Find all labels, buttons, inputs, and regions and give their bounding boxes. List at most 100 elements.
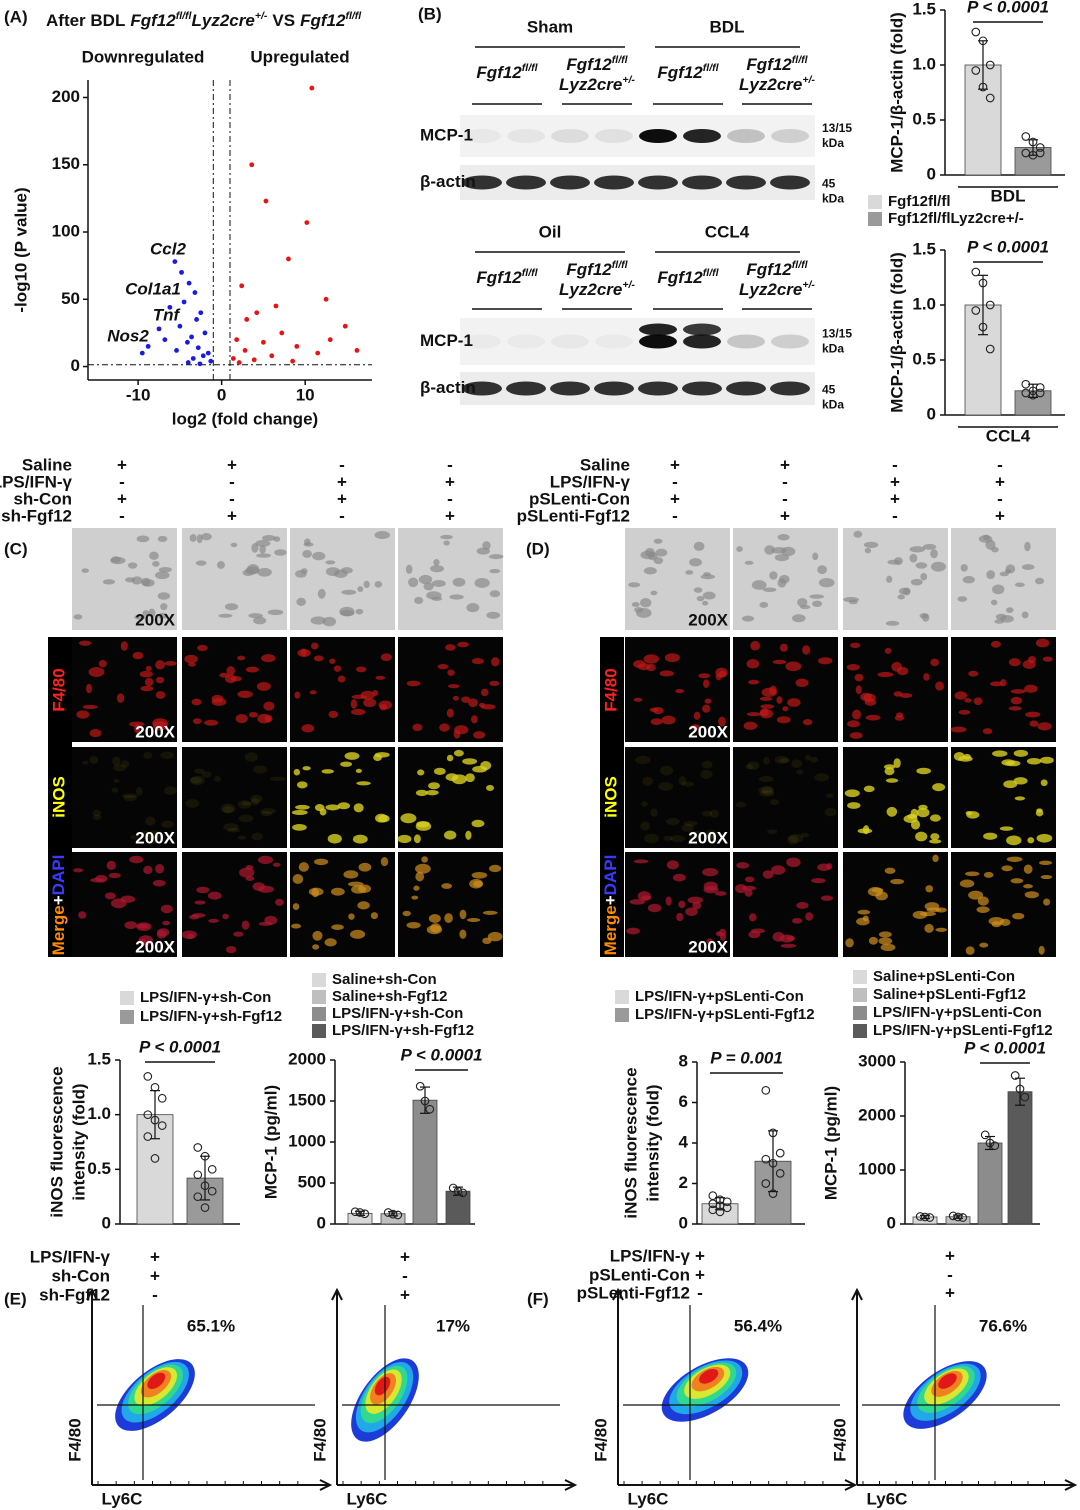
cell (214, 775, 221, 782)
cell (916, 767, 931, 775)
cell (963, 753, 971, 760)
legend-entry: LPS/IFN-γ+pSLenti-Con (635, 988, 804, 1005)
cell (665, 817, 680, 826)
cell (665, 896, 672, 906)
text-part: fl/fl (792, 54, 809, 66)
cell (701, 760, 713, 769)
legend-entry: LPS/IFN-γ+sh-Con (140, 989, 271, 1006)
cell (818, 657, 833, 665)
cell (344, 752, 360, 760)
cell (160, 751, 174, 760)
cell (746, 712, 761, 717)
cell (884, 867, 896, 874)
cell (992, 750, 1008, 757)
cell (248, 712, 258, 718)
cell (863, 785, 875, 793)
y-axis-label: iNOS fluorescence (47, 1066, 66, 1217)
data-point (990, 1141, 1000, 1151)
cell (145, 665, 152, 672)
cell (439, 723, 450, 732)
cell (302, 549, 312, 558)
treatment-sign: - (672, 506, 678, 525)
cell (296, 597, 306, 606)
point (315, 350, 321, 356)
cell (986, 570, 996, 580)
stain-label: F4/80 (601, 668, 620, 711)
cell (274, 549, 287, 556)
cell (397, 834, 412, 844)
cell (245, 864, 254, 871)
cell (990, 640, 1001, 648)
genotype-label: Fgf12fl/fl (746, 259, 808, 280)
error-bar (420, 1086, 430, 1114)
cell (242, 569, 254, 576)
x-axis-label: Ly6C (347, 1489, 388, 1508)
cell (826, 863, 833, 870)
cell (664, 653, 680, 663)
cell (1025, 711, 1041, 718)
gene-label: Tnf (153, 305, 182, 324)
cell (457, 641, 469, 648)
cell (353, 803, 364, 813)
cell (219, 672, 230, 678)
y-axis-label: intensity (fold) (643, 1084, 662, 1201)
cell (256, 553, 272, 558)
cell (467, 917, 481, 922)
cell (640, 597, 652, 608)
cell (800, 832, 810, 838)
series-label: Upregulated (250, 47, 349, 66)
p-value: P < 0.0001 (400, 1045, 482, 1064)
cell (1043, 898, 1051, 906)
cell (298, 862, 309, 872)
data-point (722, 1203, 732, 1213)
cell (333, 665, 342, 672)
text-part: Fgf12 (476, 63, 522, 82)
cell (924, 923, 934, 933)
y-axis-label: MCP-1 (pg/ml) (821, 1086, 840, 1200)
cell (880, 943, 896, 952)
cell (479, 702, 486, 708)
data-point (715, 1207, 725, 1217)
data-point (971, 27, 981, 37)
cell (802, 719, 813, 726)
cell (748, 679, 760, 685)
point (273, 303, 279, 309)
cell (471, 657, 484, 665)
treatment-sign: + (695, 1246, 705, 1265)
cell (329, 658, 336, 664)
cell (774, 554, 790, 562)
cell (1021, 611, 1029, 619)
legend-swatch (312, 1007, 326, 1021)
cell (408, 577, 419, 588)
cell (745, 764, 753, 770)
cell (189, 534, 197, 542)
cell (818, 578, 835, 588)
cell (191, 698, 202, 706)
cell (909, 553, 918, 563)
cell (991, 546, 999, 553)
cell (425, 789, 439, 796)
cell (780, 943, 797, 948)
category-label: BDL (991, 186, 1026, 205)
genotype-label: Fgf12fl/fl (746, 54, 808, 75)
cell (192, 718, 202, 725)
cell (291, 923, 302, 929)
cell (356, 781, 371, 786)
point (190, 356, 196, 361)
cell (650, 590, 658, 596)
cell (863, 693, 876, 703)
cell (847, 802, 861, 809)
cell (428, 914, 441, 923)
band (506, 381, 546, 396)
cell (672, 873, 686, 882)
band (638, 381, 678, 396)
cell (885, 620, 900, 626)
y-tick-label: 1.0 (912, 54, 936, 73)
legend-entry: Fgf12fl/flLyz2cre+/- (888, 210, 1024, 227)
cell (489, 590, 501, 598)
cell (1014, 796, 1026, 801)
text-part: Merge (49, 905, 68, 955)
cell (1038, 945, 1045, 955)
cell (1021, 564, 1035, 571)
cell (1036, 833, 1053, 843)
